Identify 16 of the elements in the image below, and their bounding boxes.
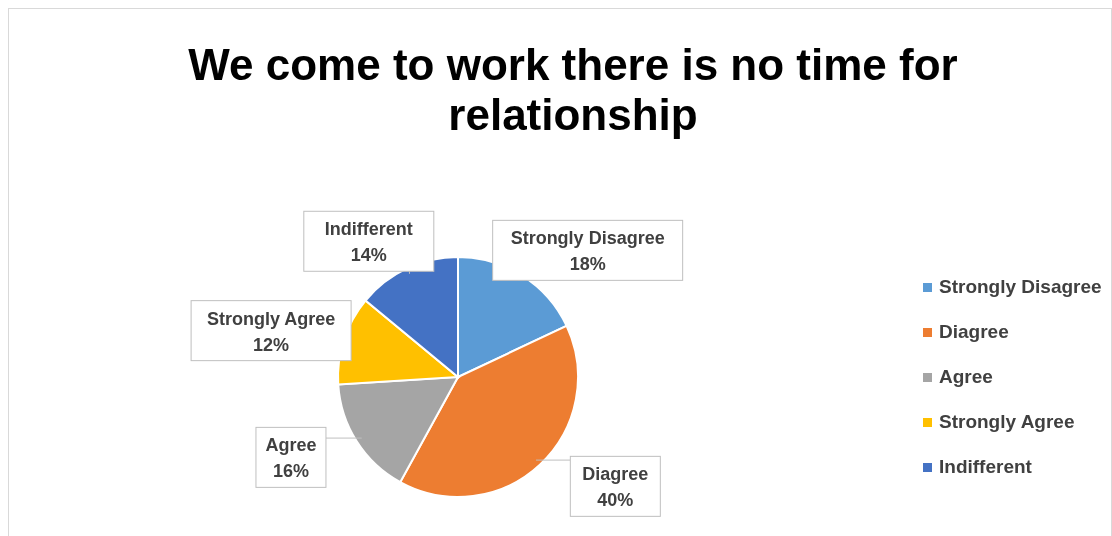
legend-label: Strongly Disagree [939,276,1102,297]
slice-label: Strongly Agree [206,308,336,329]
data-label: 12% [253,334,290,355]
data-label: 18% [569,254,606,275]
legend-label: Indifferent [939,456,1033,477]
data-label: 14% [350,245,387,266]
chart-title: We come to work there is no time for relationship [188,40,958,139]
slice-label: Diagree [582,464,649,485]
slice-label: Agree [265,435,317,456]
legend-label: Agree [939,366,993,387]
data-label: 16% [272,461,309,482]
slice-label: Indifferent [324,219,413,240]
legend-label: Strongly Agree [939,411,1075,432]
data-label: 40% [597,490,634,511]
legend-label: Diagree [939,321,1009,342]
slice-label: Strongly Disagree [510,228,665,249]
